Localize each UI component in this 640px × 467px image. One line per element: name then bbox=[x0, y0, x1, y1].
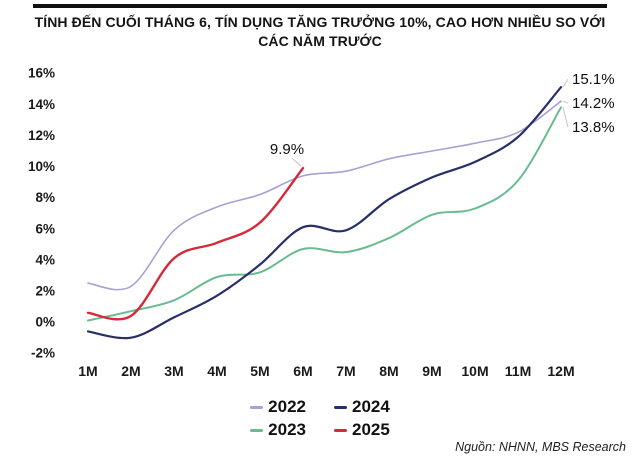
x-tick-label: 3M bbox=[164, 363, 183, 379]
line-chart-plot-area: 16% 14% 12% 10% 8% 6% 4% 2% 0% -2% 1M 2M 3M 4M 5M 6M 7M 8… bbox=[28, 66, 615, 379]
y-tick-label: 10% bbox=[28, 159, 55, 174]
y-tick-label: -2% bbox=[31, 346, 55, 361]
chart-legend: 2022 2024 2023 2025 bbox=[250, 397, 390, 440]
legend-swatch-2025 bbox=[334, 428, 347, 432]
legend-item-2025: 2025 bbox=[334, 420, 390, 440]
x-tick-label: 6M bbox=[293, 363, 312, 379]
annotation-leader-line bbox=[562, 100, 569, 104]
legend-item-2022: 2022 bbox=[250, 397, 306, 417]
annotation-label-end-2022: 14.2% bbox=[572, 95, 615, 112]
annotation-label-mid: 9.9% bbox=[270, 141, 304, 158]
x-tick-label: 4M bbox=[207, 363, 226, 379]
y-tick-label: 4% bbox=[35, 252, 55, 267]
series-line-2023 bbox=[87, 106, 562, 322]
legend-item-2023: 2023 bbox=[250, 420, 306, 440]
y-tick-label: 0% bbox=[35, 315, 55, 330]
x-tick-label: 7M bbox=[336, 363, 355, 379]
legend-swatch-2024 bbox=[334, 405, 347, 409]
top-divider-rule bbox=[33, 4, 607, 8]
legend-swatch-2022 bbox=[250, 405, 264, 409]
legend-label-2024: 2024 bbox=[352, 397, 390, 416]
series-line-2024 bbox=[86, 86, 563, 340]
legend-swatch-2023 bbox=[250, 428, 264, 432]
x-tick-label: 1M bbox=[78, 363, 97, 379]
y-tick-label: 2% bbox=[35, 284, 55, 299]
x-tick-label: 8M bbox=[379, 363, 398, 379]
annotation-leader-line bbox=[562, 78, 569, 88]
legend-label-2022: 2022 bbox=[268, 397, 306, 416]
x-tick-label: 10M bbox=[461, 363, 488, 379]
annotation-label-end-2024: 15.1% bbox=[572, 71, 615, 88]
x-tick-label: 12M bbox=[547, 363, 574, 379]
legend-item-2024: 2024 bbox=[334, 397, 390, 417]
y-tick-label: 8% bbox=[35, 190, 55, 205]
legend-label-2025: 2025 bbox=[352, 420, 390, 439]
legend-label-2023: 2023 bbox=[268, 420, 306, 439]
series-line-2025 bbox=[86, 166, 305, 321]
x-tick-label: 2M bbox=[121, 363, 140, 379]
series-line-2022 bbox=[87, 100, 562, 291]
x-tick-label: 9M bbox=[422, 363, 441, 379]
y-tick-label: 6% bbox=[35, 221, 55, 236]
y-tick-label: 16% bbox=[28, 66, 55, 81]
y-tick-label: 12% bbox=[28, 128, 55, 143]
annotation-label-end-2023: 13.8% bbox=[572, 119, 615, 136]
y-tick-label: 14% bbox=[28, 97, 55, 112]
x-tick-label: 5M bbox=[250, 363, 269, 379]
chart-title: TÍNH ĐẾN CUỐI THÁNG 6, TÍN DỤNG TĂNG TRƯ… bbox=[34, 14, 606, 49]
annotation-leader-line bbox=[562, 107, 569, 128]
source-note: Nguồn: NHNN, MBS Research bbox=[455, 440, 626, 454]
annotation-leader-line bbox=[291, 157, 302, 167]
x-tick-label: 11M bbox=[505, 363, 531, 379]
